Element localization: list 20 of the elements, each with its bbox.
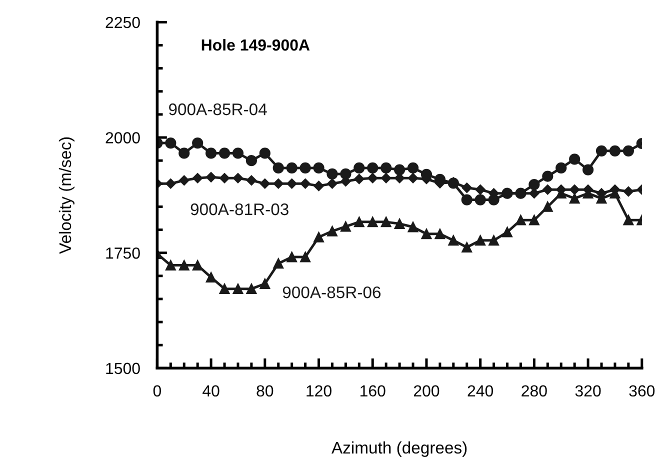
x-tick-label: 40 (202, 385, 220, 397)
x-tick-label: 200 (414, 385, 440, 397)
y-tick-label: 1750 (106, 247, 140, 259)
text: Hole 149-900A (202, 38, 310, 51)
y-tick-label: 2000 (106, 132, 140, 144)
x-tick-label: 240 (468, 385, 494, 397)
x-tick-label: 120 (306, 385, 332, 397)
x-tick-label: 80 (256, 385, 274, 397)
series-label: 900A-85R-06 (282, 286, 381, 298)
x-tick-label: 360 (629, 385, 655, 397)
x-tick-label: 280 (522, 385, 547, 397)
y-tick-label: 2250 (106, 16, 140, 28)
y-axis-title: Velocity (m/sec) (58, 137, 74, 254)
x-tick-label: 320 (575, 385, 601, 397)
x-axis-title: Azimuth (degrees) (332, 441, 467, 457)
x-tick-label: 160 (360, 385, 386, 397)
y-tick-label: 1500 (106, 362, 140, 374)
series-label: 900A-85R-04 (169, 103, 267, 116)
x-tick-label: 0 (153, 385, 162, 397)
series-label: 900A-81R-03 (190, 203, 288, 216)
